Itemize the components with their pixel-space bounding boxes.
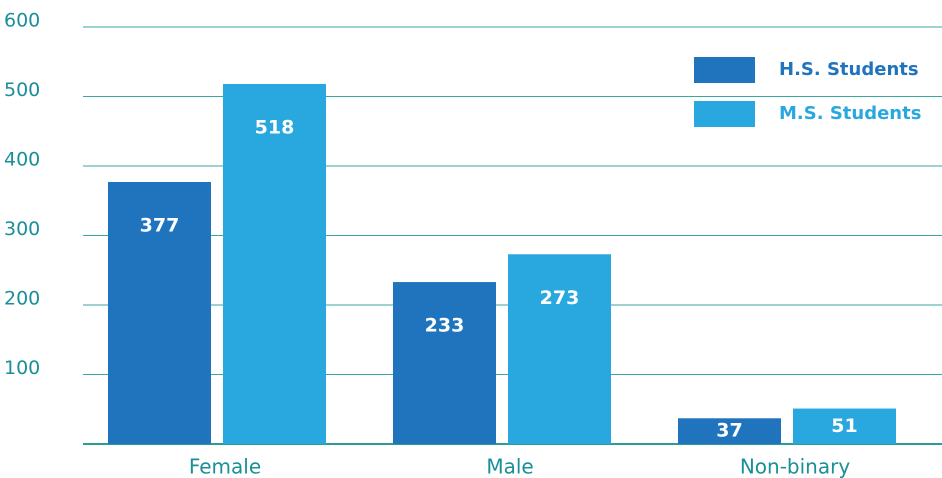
y-tick-label: 100	[4, 357, 40, 379]
bar	[223, 83, 326, 445]
value-label: 51	[831, 415, 857, 437]
legend-label: H.S. Students	[779, 59, 919, 80]
legend-swatch	[694, 57, 755, 83]
bar	[508, 254, 611, 444]
bar	[393, 282, 496, 444]
x-tick-label: Non-binary	[740, 455, 850, 478]
x-tick-label: Female	[189, 455, 261, 478]
y-tick-label: 600	[4, 10, 40, 32]
bar	[108, 181, 211, 445]
legend-swatch	[694, 101, 755, 127]
y-tick-label: 200	[4, 288, 40, 310]
bar	[793, 408, 896, 444]
value-label: 37	[716, 420, 742, 442]
y-tick-label: 400	[4, 149, 40, 171]
value-label: 518	[255, 116, 295, 138]
legend-label: M.S. Students	[779, 103, 921, 124]
y-tick-label: 300	[4, 218, 40, 240]
bar	[678, 418, 781, 444]
y-tick-label: 500	[4, 79, 40, 101]
value-label: 377	[140, 214, 180, 236]
value-label: 233	[425, 315, 465, 337]
x-tick-label: Male	[486, 455, 533, 478]
value-label: 273	[540, 287, 580, 309]
